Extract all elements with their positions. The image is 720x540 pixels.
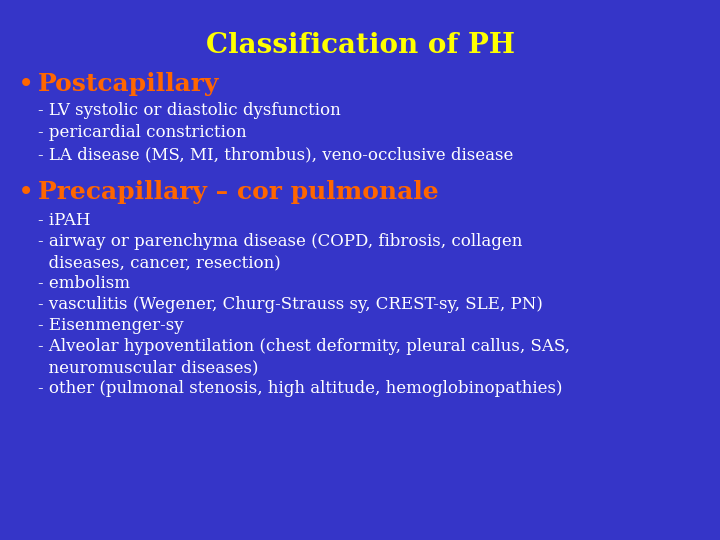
Text: - other (pulmonal stenosis, high altitude, hemoglobinopathies): - other (pulmonal stenosis, high altitud… — [38, 380, 562, 397]
Text: - Eisenmenger-sy: - Eisenmenger-sy — [38, 317, 184, 334]
Text: diseases, cancer, resection): diseases, cancer, resection) — [38, 254, 281, 271]
Text: - pericardial constriction: - pericardial constriction — [38, 124, 247, 141]
Text: - vasculitis (Wegener, Churg-Strauss sy, CREST-sy, SLE, PN): - vasculitis (Wegener, Churg-Strauss sy,… — [38, 296, 543, 313]
Text: - Alveolar hypoventilation (chest deformity, pleural callus, SAS,: - Alveolar hypoventilation (chest deform… — [38, 338, 570, 355]
Text: - embolism: - embolism — [38, 275, 130, 292]
Text: - iPAH: - iPAH — [38, 212, 91, 229]
Text: Precapillary – cor pulmonale: Precapillary – cor pulmonale — [38, 180, 438, 204]
Text: Postcapillary: Postcapillary — [38, 72, 220, 96]
Text: - airway or parenchyma disease (COPD, fibrosis, collagen: - airway or parenchyma disease (COPD, fi… — [38, 233, 523, 250]
Text: •: • — [18, 180, 35, 207]
Text: - LV systolic or diastolic dysfunction: - LV systolic or diastolic dysfunction — [38, 102, 341, 119]
Text: - LA disease (MS, MI, thrombus), veno-occlusive disease: - LA disease (MS, MI, thrombus), veno-oc… — [38, 146, 513, 163]
Text: neuromuscular diseases): neuromuscular diseases) — [38, 359, 258, 376]
Text: •: • — [18, 72, 35, 99]
Text: Classification of PH: Classification of PH — [205, 32, 515, 59]
